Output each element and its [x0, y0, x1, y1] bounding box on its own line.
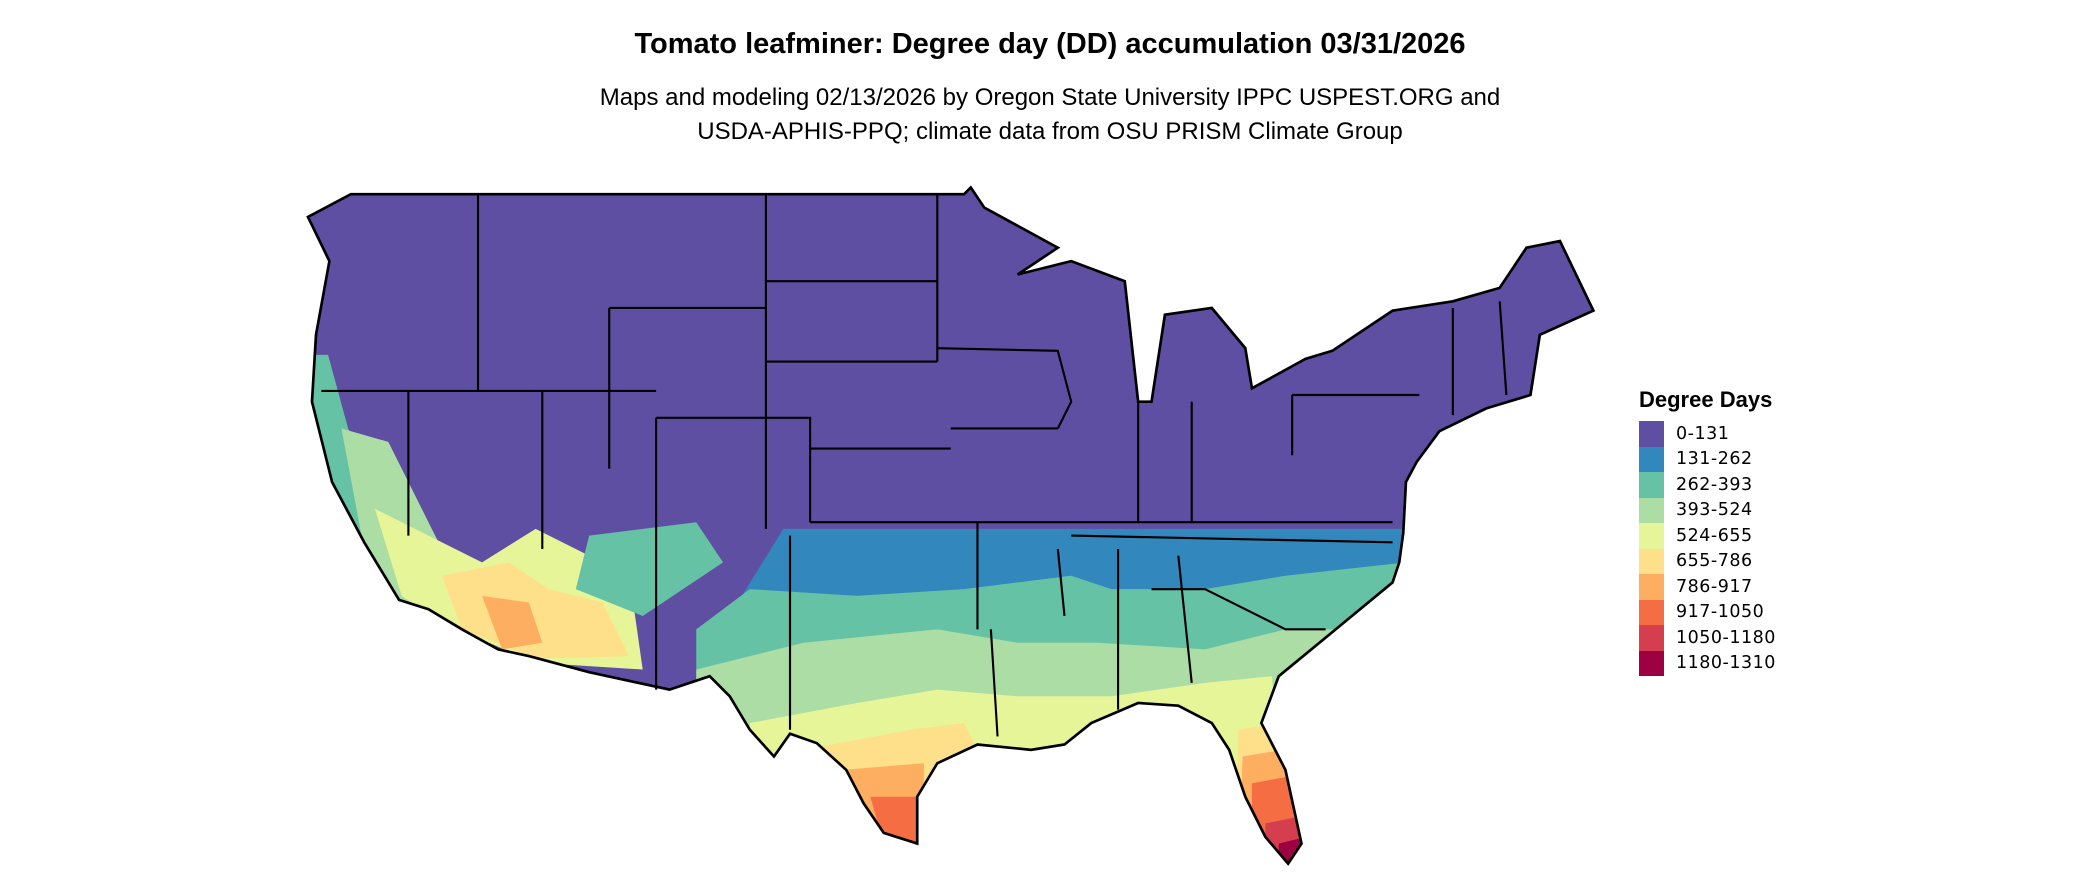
legend-swatch [1639, 497, 1664, 523]
state-border [1071, 534, 1393, 544]
legend-label: 262-393 [1676, 474, 1753, 495]
legend-swatch [1639, 599, 1664, 625]
state-border [1498, 301, 1508, 396]
zone-393-524 [696, 629, 1406, 864]
state-border [1151, 588, 1326, 631]
legend-item: 1050-1180 [1639, 625, 1776, 651]
legend-label: 1050-1180 [1676, 627, 1776, 648]
zone-262-393-nm [575, 522, 724, 616]
zone-655-786-sw [441, 562, 630, 659]
legend-item: 917-1050 [1639, 599, 1776, 625]
state-border [989, 629, 999, 737]
legend-item: 524-655 [1639, 523, 1776, 549]
legend-item: 786-917 [1639, 574, 1776, 600]
legend-swatch [1639, 625, 1664, 651]
map-title: Tomato leafminer: Degree day (DD) accumu… [634, 28, 1466, 60]
state-border [937, 347, 1073, 429]
legend-label: 1180-1310 [1676, 653, 1776, 674]
legend-label: 393-524 [1676, 500, 1753, 521]
legend-item: 393-524 [1639, 497, 1776, 523]
zone-786-917-sw [482, 595, 543, 650]
legend-label: 131-262 [1676, 449, 1753, 470]
legend-swatch [1639, 650, 1664, 676]
legend-label: 0-131 [1676, 423, 1730, 444]
legend-swatch [1639, 446, 1664, 472]
zone-524-655 [749, 676, 1286, 864]
legend-item: 262-393 [1639, 472, 1776, 498]
legend-swatch [1639, 421, 1664, 447]
legend-item: 655-786 [1639, 548, 1776, 574]
us-outline [306, 185, 1596, 866]
legend-item: 131-262 [1639, 446, 1776, 472]
map-subtitle-line-2: USDA-APHIS-PPQ; climate data from OSU PR… [697, 118, 1403, 145]
legend-label: 786-917 [1676, 576, 1753, 597]
legend-swatch [1639, 472, 1664, 498]
legend: Degree Days 0-131 131-262 262-393 393-524 52… [1639, 387, 1776, 676]
legend-item: 1180-1310 [1639, 650, 1776, 676]
legend-swatch [1639, 548, 1664, 574]
state-border [1177, 555, 1193, 684]
state-border [656, 416, 812, 523]
legend-swatch [1639, 574, 1664, 600]
legend-item: 0-131 [1639, 421, 1776, 447]
map-subtitle-line-1: Maps and modeling 02/13/2026 by Oregon S… [599, 84, 1501, 111]
legend-swatch [1639, 523, 1664, 549]
legend-label: 655-786 [1676, 551, 1753, 572]
state-border [1056, 548, 1066, 617]
legend-label: 524-655 [1676, 525, 1753, 546]
zone-1180-1310-fl [1278, 836, 1313, 864]
legend-title: Degree Days [1639, 387, 1773, 412]
legend-label: 917-1050 [1676, 602, 1765, 623]
